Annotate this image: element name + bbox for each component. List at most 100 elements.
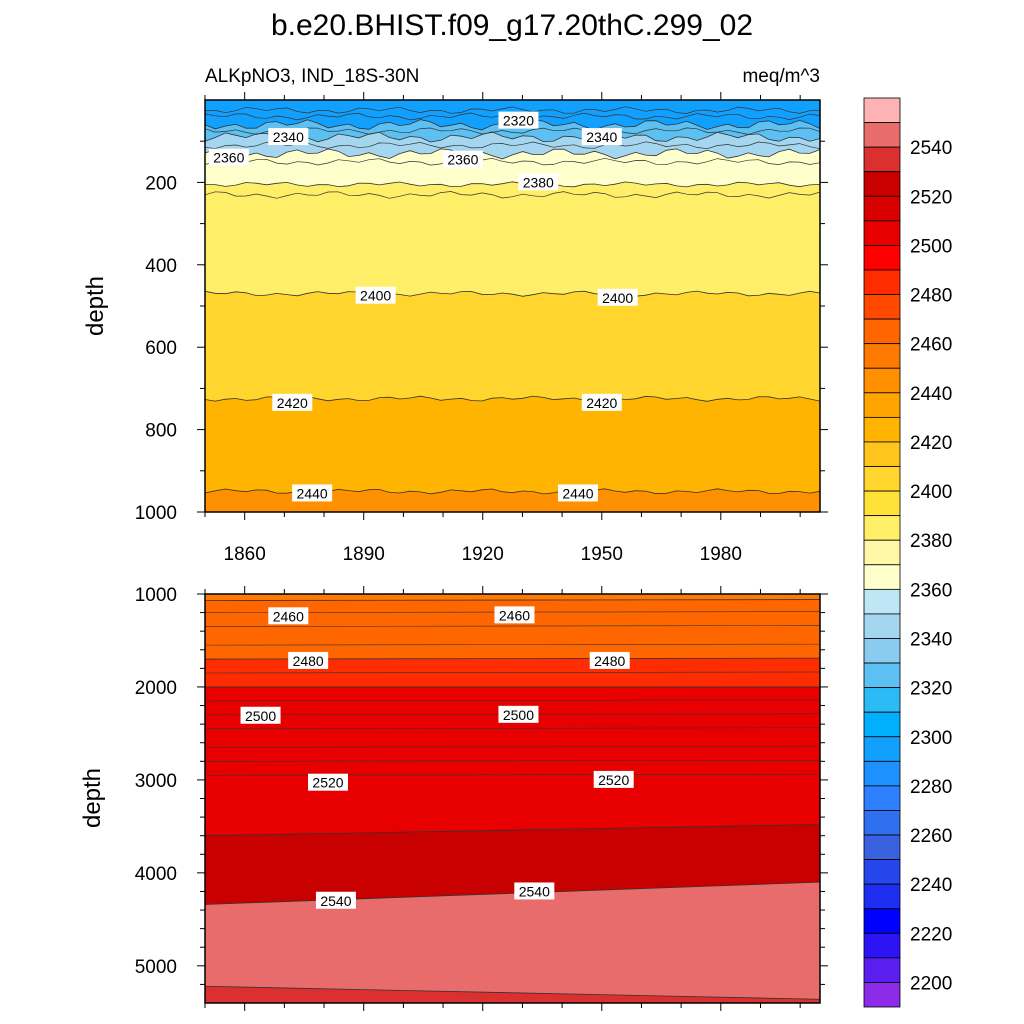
upper-band bbox=[205, 396, 820, 512]
colorbar-label: 2260 bbox=[910, 826, 952, 847]
lower-contour-label: 2500 bbox=[240, 706, 281, 724]
upper-contour-label: 2400 bbox=[597, 288, 638, 306]
lower-contour-line bbox=[204, 671, 821, 674]
lower-contour-line bbox=[204, 699, 821, 702]
lower-contour-label: 2500 bbox=[498, 705, 539, 723]
colorbar-label: 2200 bbox=[910, 973, 952, 994]
upper-contour-label-text: 2400 bbox=[602, 290, 633, 306]
upper-contour-fills bbox=[205, 100, 820, 513]
colorbar-box bbox=[863, 859, 901, 885]
lower-contour-line bbox=[204, 824, 821, 837]
lower-contour-line bbox=[204, 773, 821, 776]
upper-contour-label: 2440 bbox=[292, 484, 333, 502]
colorbar-label: 2240 bbox=[910, 875, 952, 896]
upper-x-tick-label: 1980 bbox=[700, 544, 742, 565]
colorbar-box bbox=[863, 908, 901, 934]
upper-contour-line bbox=[204, 191, 821, 199]
lower-contour-label: 2540 bbox=[315, 891, 356, 909]
lower-contour-label: 2460 bbox=[268, 607, 309, 625]
colorbar-box bbox=[863, 515, 901, 541]
upper-panel: 2320 2340 2340 2360 2360 2380 2400 2400 2420 2420… bbox=[82, 92, 828, 565]
lower-contour-label-box bbox=[308, 773, 348, 791]
colorbar-box bbox=[863, 588, 901, 615]
upper-contour-label: 2340 bbox=[268, 128, 309, 146]
colorbar-box bbox=[863, 883, 901, 910]
chart-subtitle-left: ALKpNO3, IND_18S-30N bbox=[205, 66, 419, 87]
lower-contour-label-box bbox=[494, 606, 535, 624]
colorbar-box bbox=[863, 146, 901, 173]
upper-contour-label: 2360 bbox=[442, 150, 483, 168]
lower-contour-label: 2480 bbox=[589, 651, 630, 669]
lower-band bbox=[205, 986, 820, 1003]
colorbar-box bbox=[863, 957, 901, 983]
upper-contour-label-box bbox=[268, 128, 309, 146]
lower-contour-label-text: 2540 bbox=[320, 893, 351, 909]
colorbar-box bbox=[863, 416, 901, 443]
upper-contour-label: 2440 bbox=[557, 484, 598, 502]
colorbar-box bbox=[863, 736, 901, 762]
colorbar-label: 2220 bbox=[910, 924, 952, 945]
colorbar-label: 2420 bbox=[910, 433, 952, 454]
lower-contour-label-text: 2480 bbox=[594, 653, 625, 669]
upper-contour-label-text: 2420 bbox=[586, 395, 617, 411]
lower-contour-line bbox=[204, 881, 821, 905]
colorbar-box bbox=[863, 785, 901, 811]
upper-y-tick-label: 200 bbox=[145, 173, 177, 194]
colorbar-label: 2400 bbox=[910, 482, 952, 503]
upper-contour-label: 2320 bbox=[498, 111, 539, 129]
lower-contour-label-box bbox=[268, 607, 309, 625]
upper-contour-line bbox=[204, 127, 821, 135]
lower-band bbox=[205, 882, 820, 1003]
upper-contour-label: 2400 bbox=[355, 286, 396, 304]
colorbar-label: 2460 bbox=[910, 335, 952, 356]
lower-contour-labels: 2460 2460 2480 2480 2500 2500 2520 2520 2540 2540 bbox=[240, 606, 634, 909]
lower-axes: 1000 2000 3000 4000 5000 bbox=[135, 585, 828, 1011]
colorbar-box bbox=[863, 662, 901, 689]
colorbar-box bbox=[863, 810, 901, 836]
upper-contour-label: 2420 bbox=[272, 393, 313, 411]
lower-contour-label-box bbox=[288, 651, 329, 669]
upper-contour-label-box bbox=[498, 111, 539, 129]
lower-contour-label-text: 2460 bbox=[499, 607, 530, 623]
lower-y-tick-label: 1000 bbox=[135, 585, 177, 606]
colorbar-label: 2320 bbox=[910, 679, 952, 700]
chart-subtitle-right: meq/m^3 bbox=[742, 66, 820, 87]
lower-contour-line bbox=[204, 746, 821, 748]
upper-x-tick-label: 1950 bbox=[581, 544, 623, 565]
upper-axes: 200 400 600 800 1000 1860 1890 1920 1950 1980 bbox=[135, 92, 828, 565]
lower-contour-label-box bbox=[514, 882, 555, 900]
lower-contour-label-text: 2500 bbox=[503, 707, 534, 723]
upper-contour-label: 2380 bbox=[518, 173, 559, 191]
lower-contour-label-text: 2520 bbox=[312, 775, 343, 791]
colorbar-box bbox=[863, 294, 901, 320]
upper-contour-label-text: 2420 bbox=[277, 395, 308, 411]
colorbar-box bbox=[863, 195, 901, 222]
lower-contour-line bbox=[204, 643, 821, 646]
lower-contour-label: 2480 bbox=[288, 651, 329, 669]
upper-x-tick-label: 1920 bbox=[462, 544, 504, 565]
upper-contour-label-text: 2320 bbox=[503, 113, 534, 129]
upper-band bbox=[205, 488, 820, 512]
colorbar-box bbox=[863, 564, 901, 590]
upper-contour-label-text: 2400 bbox=[360, 288, 391, 304]
upper-x-tick-label: 1890 bbox=[343, 544, 385, 565]
lower-y-tick-label: 5000 bbox=[135, 957, 177, 978]
lower-y-axis-label: depth bbox=[79, 768, 106, 828]
colorbar-label: 2520 bbox=[910, 187, 952, 208]
upper-contour-label-box bbox=[208, 148, 249, 166]
colorbar-box bbox=[863, 245, 901, 271]
upper-contour-label-text: 2340 bbox=[586, 129, 617, 145]
colorbar-box bbox=[863, 687, 901, 713]
lower-contour-label-text: 2520 bbox=[598, 772, 629, 788]
lower-panel: 2460 2460 2480 2480 2500 2500 2520 2520 2540 2540… bbox=[79, 585, 828, 1011]
upper-contour-line bbox=[204, 157, 821, 166]
colorbar-box bbox=[863, 318, 901, 345]
colorbar-box bbox=[863, 441, 901, 467]
chart-title: b.e20.BHIST.f09_g17.20thC.299_02 bbox=[271, 9, 753, 42]
upper-y-tick-label: 600 bbox=[145, 338, 177, 359]
colorbar-box bbox=[863, 122, 901, 148]
upper-contour-label-box bbox=[442, 150, 483, 168]
colorbar-box bbox=[863, 490, 901, 517]
upper-contour-line bbox=[204, 148, 821, 160]
upper-contour-label-box bbox=[581, 393, 622, 411]
